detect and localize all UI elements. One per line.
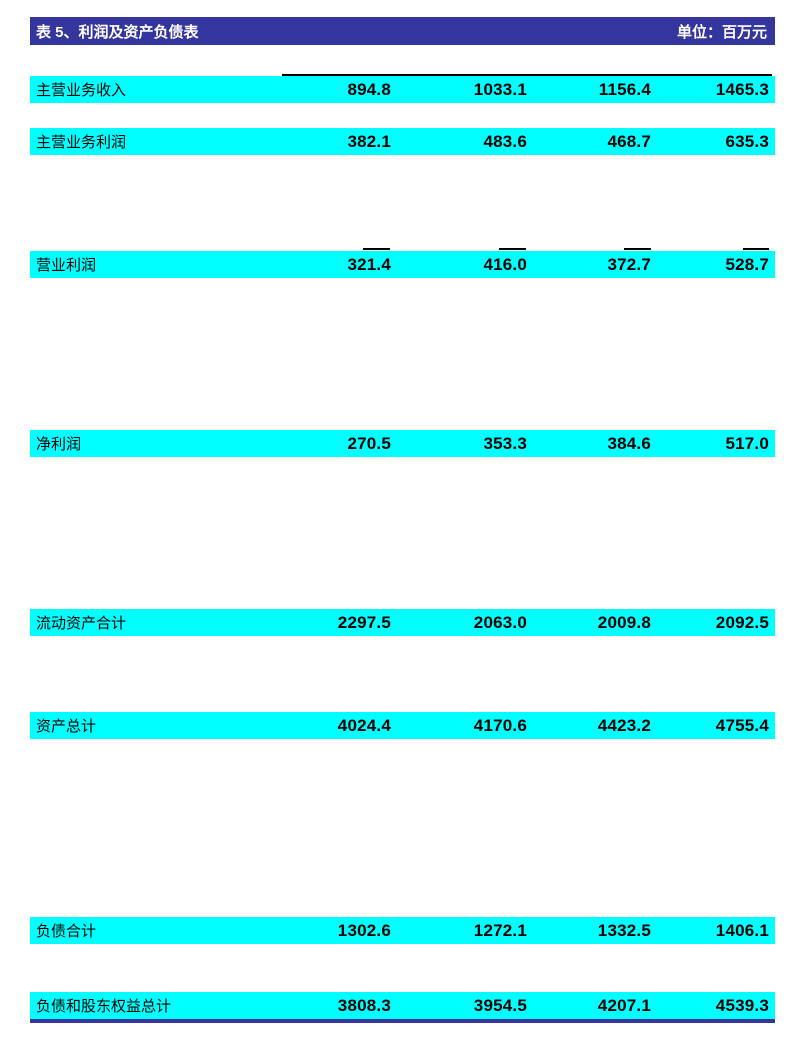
cell-value: 4170.6 [473, 715, 527, 735]
cell-value: 894.8 [347, 79, 391, 99]
cell-value: 1406.1 [715, 920, 769, 940]
cell-value: 1272.1 [473, 920, 527, 940]
row-label: 主营业务收入 [36, 82, 127, 99]
table-row: 净利润 270.5 353.3 384.6 517.0 [30, 430, 775, 457]
cell-value: 2009.8 [597, 612, 651, 632]
cell-value: 353.3 [483, 433, 527, 453]
row-label: 负债合计 [36, 923, 97, 940]
row-label: 负债和股东权益总计 [36, 998, 172, 1015]
cell-value: 372.7 [607, 254, 651, 274]
row-label: 主营业务利润 [36, 134, 127, 151]
cell-value: 4539.3 [715, 995, 769, 1015]
cell-value: 635.3 [725, 131, 769, 151]
cell-value: 528.7 [725, 254, 769, 274]
row-label: 净利润 [36, 436, 82, 453]
cell-value: 321.4 [347, 254, 391, 274]
cell-value: 1465.3 [715, 79, 769, 99]
row-label: 流动资产合计 [36, 615, 127, 632]
cell-value: 2092.5 [715, 612, 769, 632]
unit-label: 单位：百万元 [676, 23, 767, 41]
cell-value: 3808.3 [337, 995, 391, 1015]
row-label: 营业利润 [36, 257, 97, 274]
cell-value: 483.6 [483, 131, 527, 151]
table-title-bar: 表 5、利润及资产负债表 单位：百万元 [30, 17, 775, 45]
cell-value: 468.7 [607, 131, 651, 151]
cell-value: 1033.1 [473, 79, 527, 99]
cell-value: 3954.5 [473, 995, 527, 1015]
table-bottom-rule [30, 1019, 775, 1023]
cell-value: 517.0 [725, 433, 769, 453]
cell-value: 416.0 [483, 254, 527, 274]
cell-value: 1156.4 [598, 79, 651, 99]
cell-value: 2063.0 [473, 612, 527, 632]
table-row: 负债和股东权益总计 3808.3 3954.5 4207.1 4539.3 [30, 992, 775, 1019]
cell-value: 4024.4 [337, 715, 391, 735]
cell-value: 4423.2 [597, 715, 651, 735]
clipped-text-artifact [363, 248, 390, 250]
cell-value: 1332.5 [597, 920, 651, 940]
table-row: 资产总计 4024.4 4170.6 4423.2 4755.4 [30, 712, 775, 739]
clipped-text-artifact [743, 248, 769, 250]
row-label: 资产总计 [36, 718, 97, 735]
clipped-text-artifact [624, 248, 651, 250]
cell-value: 382.1 [347, 131, 391, 151]
table-row: 主营业务利润 382.1 483.6 468.7 635.3 [30, 128, 775, 155]
cell-value: 1302.6 [337, 920, 391, 940]
cell-value: 270.5 [347, 433, 391, 453]
table-row: 负债合计 1302.6 1272.1 1332.5 1406.1 [30, 917, 775, 944]
cell-value: 4207.1 [597, 995, 651, 1015]
cell-value: 384.6 [607, 433, 651, 453]
clipped-text-artifact [499, 248, 526, 250]
table-row: 主营业务收入 894.8 1033.1 1156.4 1465.3 [30, 76, 775, 103]
table-title: 表 5、利润及资产负债表 [36, 23, 199, 41]
table-row: 营业利润 321.4 416.0 372.7 528.7 [30, 251, 775, 278]
cell-value: 4755.4 [715, 715, 769, 735]
cell-value: 2297.5 [337, 612, 391, 632]
clipped-border-artifact [282, 74, 772, 76]
table-row: 流动资产合计 2297.5 2063.0 2009.8 2092.5 [30, 609, 775, 636]
